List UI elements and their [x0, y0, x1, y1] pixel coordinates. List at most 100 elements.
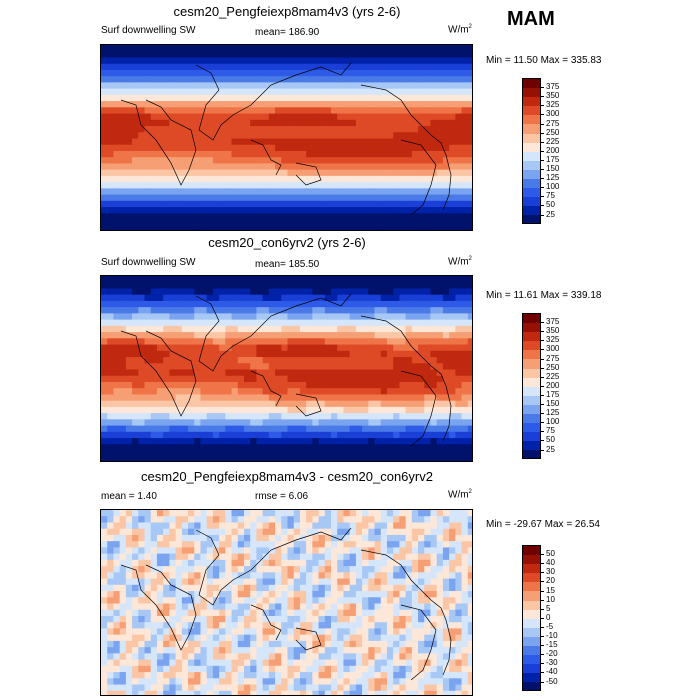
field-cell: [324, 319, 332, 327]
field-cell: [293, 76, 301, 83]
field-cell: [144, 584, 152, 592]
field-cell: [275, 57, 282, 65]
field-cell: [374, 622, 382, 630]
field-cell: [281, 516, 289, 524]
field-cell: [324, 615, 332, 623]
field-cell: [138, 282, 146, 290]
field-cell: [418, 572, 425, 580]
field-cell: [399, 400, 407, 408]
field-cell: [424, 634, 432, 642]
field-cell: [194, 344, 202, 352]
field-cell: [449, 82, 456, 90]
field-cell: [256, 57, 264, 65]
field-cell: [386, 566, 394, 573]
field-cell: [225, 119, 233, 127]
field-cell: [144, 169, 152, 177]
field-cell: [169, 294, 177, 302]
field-cell: [150, 522, 158, 530]
field-cell: [188, 88, 195, 96]
field-cell: [299, 313, 307, 321]
field-cell: [306, 522, 313, 530]
field-cell: [306, 456, 313, 461]
field-cell: [250, 194, 258, 202]
field-cell: [418, 609, 425, 617]
field-cell: [275, 559, 282, 567]
field-cell: [418, 169, 425, 177]
field-cell: [318, 522, 326, 530]
field-cell: [144, 88, 152, 96]
field-cell: [349, 51, 357, 59]
field-cell: [424, 369, 432, 377]
field-cell: [262, 94, 270, 102]
field-cell: [231, 175, 239, 183]
field-cell: [262, 45, 270, 52]
field-cell: [181, 388, 189, 396]
field-cell: [175, 182, 183, 189]
field-cell: [125, 591, 133, 598]
field-cell: [132, 350, 139, 358]
field-cell: [163, 597, 170, 605]
field-cell: [101, 313, 108, 321]
field-cell: [343, 63, 351, 71]
field-cell: [393, 288, 400, 296]
field-cell: [219, 51, 226, 59]
field-cell: [231, 219, 239, 227]
field-cell: [125, 138, 133, 146]
field-cell: [306, 63, 313, 71]
field-cell: [150, 94, 158, 102]
field-cell: [181, 369, 189, 377]
field-cell: [181, 288, 189, 296]
field-cell: [181, 119, 189, 127]
field-cell: [287, 456, 295, 461]
field-cell: [169, 51, 177, 59]
field-cell: [461, 553, 469, 561]
field-cell: [374, 51, 382, 59]
field-cell: [299, 622, 307, 630]
field-cell: [175, 419, 183, 427]
field-cell: [362, 282, 369, 290]
colorbar-tick-label: 325: [546, 100, 560, 110]
field-cell: [250, 444, 258, 452]
field-cell: [156, 288, 164, 296]
field-cell: [144, 113, 152, 121]
field-cell: [231, 207, 239, 214]
field-cell: [306, 200, 313, 208]
field-cell: [461, 400, 469, 408]
field-cell: [163, 276, 170, 283]
field-cell: [424, 288, 432, 296]
field-cell: [250, 294, 258, 302]
field-cell: [262, 194, 270, 202]
field-cell: [156, 400, 164, 408]
field-cell: [101, 188, 108, 196]
field-cell: [461, 363, 469, 371]
field-cell: [436, 444, 444, 452]
field-cell: [293, 388, 301, 396]
field-cell: [188, 169, 195, 177]
field-cell: [156, 350, 164, 358]
field-cell: [119, 63, 127, 71]
field-cell: [138, 584, 146, 592]
field-cell: [243, 126, 251, 133]
field-cell: [318, 138, 326, 146]
field-cell: [156, 94, 164, 102]
field-cell: [225, 163, 233, 171]
field-cell: [293, 566, 301, 573]
field-cell: [225, 566, 233, 573]
field-cell: [150, 63, 158, 71]
field-cell: [119, 559, 127, 567]
field-cell: [107, 553, 115, 561]
field-cell: [138, 425, 146, 433]
field-cell: [411, 45, 419, 52]
field-cell: [467, 597, 472, 605]
field-cell: [175, 559, 183, 567]
field-cell: [287, 207, 295, 214]
field-cell: [101, 307, 108, 314]
field-cell: [113, 45, 121, 52]
field-cell: [368, 182, 376, 189]
field-cell: [237, 132, 245, 140]
field-cell: [138, 188, 146, 196]
field-cell: [418, 615, 425, 623]
field-cell: [349, 319, 357, 327]
field-cell: [256, 182, 264, 189]
field-cell: [362, 157, 369, 165]
